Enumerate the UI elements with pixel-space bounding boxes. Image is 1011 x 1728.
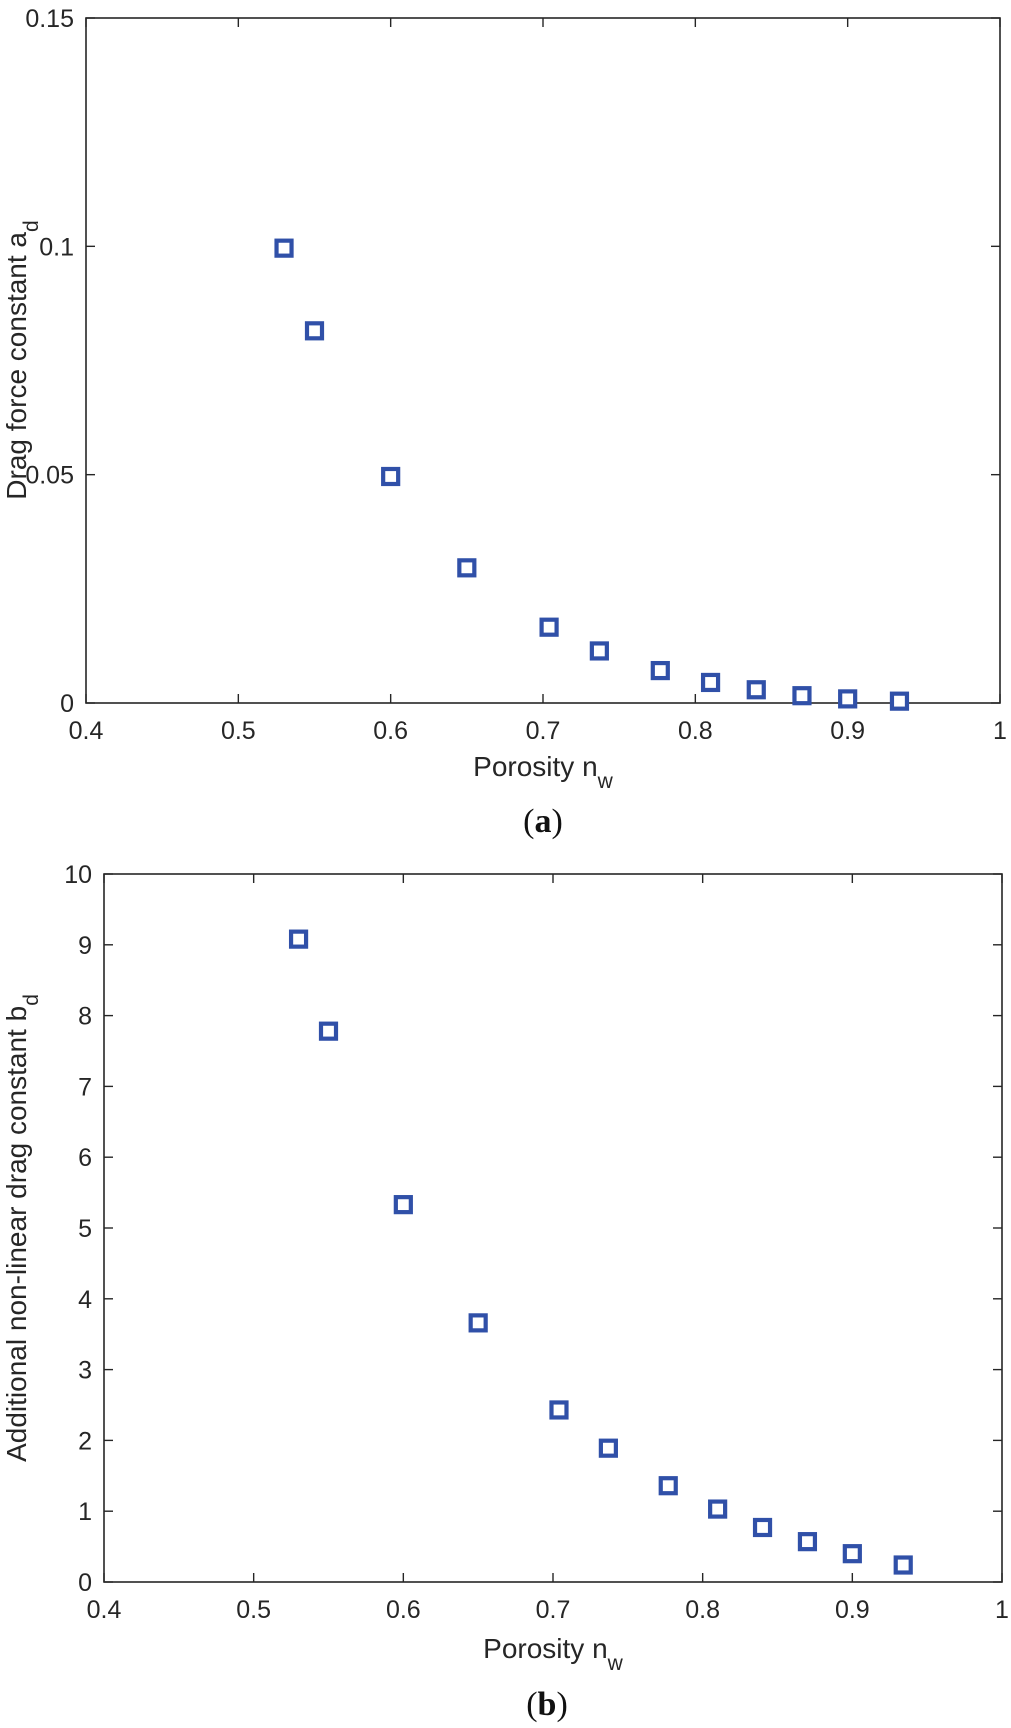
- chart-a-point: [381, 466, 401, 487]
- chart-b-point: [468, 1313, 488, 1333]
- chart-a-panel-label: (a): [523, 803, 563, 840]
- chart-a-xtick-label: 0.7: [526, 717, 561, 745]
- chart-b-ytick-label: 1: [78, 1498, 92, 1526]
- chart-b-point: [318, 1021, 339, 1041]
- chart-a-point: [304, 321, 325, 341]
- chart-b-xtick-label: 0.8: [685, 1596, 720, 1624]
- chart-b-ytick-label: 10: [64, 861, 92, 889]
- chart-b-ytick-label: 3: [78, 1357, 92, 1385]
- chart-b-point: [288, 929, 309, 949]
- chart-a-point: [792, 686, 812, 706]
- chart-a-point: [700, 672, 721, 693]
- chart-a-point: [274, 238, 294, 258]
- chart-b-ytick-label: 5: [78, 1215, 92, 1243]
- chart-a-ytick-label: 0: [60, 690, 74, 718]
- chart-a-xtick-label: 0.4: [69, 717, 104, 745]
- chart-a-xtick-label: 0.6: [373, 717, 408, 745]
- chart-a-point: [589, 641, 609, 661]
- chart-b-xtick-label: 0.4: [87, 1596, 122, 1624]
- chart-b-ylabel: Additional non-linear drag constant bd: [1, 994, 43, 1462]
- chart-a-xtick-label: 0.9: [830, 717, 865, 745]
- chart-a-point: [889, 691, 910, 711]
- chart-a-point: [746, 680, 766, 700]
- chart-b-xtick-label: 0.7: [536, 1596, 571, 1624]
- chart-b-ytick-label: 0: [78, 1569, 92, 1597]
- chart-b-point: [893, 1555, 913, 1575]
- chart-b-ytick-label: 2: [78, 1427, 92, 1455]
- chart-b-xtick-label: 0.6: [386, 1596, 421, 1624]
- chart-a-frame: [85, 17, 1001, 704]
- chart-b-frame: [103, 873, 1003, 1583]
- chart-b-point: [797, 1532, 818, 1552]
- chart-b-point: [393, 1195, 413, 1215]
- chart-b-xtick-label: 0.9: [835, 1596, 870, 1624]
- chart-b-ytick-label: 8: [78, 1003, 92, 1031]
- chart-b-ytick-label: 4: [78, 1286, 92, 1314]
- chart-a-ytick-label: 0.1: [39, 233, 74, 261]
- chart-a-ytick-label: 0.05: [25, 462, 74, 490]
- chart-b-xtick-label: 1: [995, 1596, 1009, 1624]
- chart-b-panel-label: (b): [526, 1686, 568, 1723]
- chart-b-point: [598, 1438, 618, 1458]
- chart-b-point: [708, 1499, 728, 1519]
- chart-b-points: [288, 929, 913, 1575]
- chart-b-ytick-label: 7: [78, 1073, 92, 1101]
- chart-a-xlabel: Porosity nw: [473, 751, 614, 793]
- chart-b-ytick-label: 6: [78, 1144, 92, 1172]
- chart-b-point: [842, 1544, 862, 1564]
- chart-a-point: [650, 660, 670, 681]
- chart-b-point: [658, 1476, 678, 1496]
- chart-a-xtick-label: 0.5: [221, 717, 256, 745]
- chart-a-ticks: 0.4 0.5 0.6 0.7 0.8 0.9 1 0 0.05 0.1 0.15: [25, 5, 1007, 745]
- chart-b-ytick-label: 9: [78, 932, 92, 960]
- chart-b-xlabel: Porosity nw: [483, 1633, 624, 1675]
- chart-a-ytick-label: 0.15: [25, 5, 74, 33]
- chart-a-points: [274, 238, 910, 711]
- chart-b-point: [752, 1517, 773, 1538]
- chart-a-xtick-label: 0.8: [678, 717, 713, 745]
- chart-a-point: [838, 689, 858, 709]
- chart-b-point: [549, 1400, 569, 1420]
- chart-a-xtick-label: 1: [993, 717, 1007, 745]
- chart-a-point: [539, 617, 559, 637]
- chart-a: 0.4 0.5 0.6 0.7 0.8 0.9 1 0 0.05 0.1 0.15 Porosity…: [1, 5, 1007, 840]
- chart-a-ylabel: Drag force constant ad: [1, 220, 43, 499]
- chart-a-point: [457, 558, 477, 578]
- chart-b-xtick-label: 0.5: [236, 1596, 271, 1624]
